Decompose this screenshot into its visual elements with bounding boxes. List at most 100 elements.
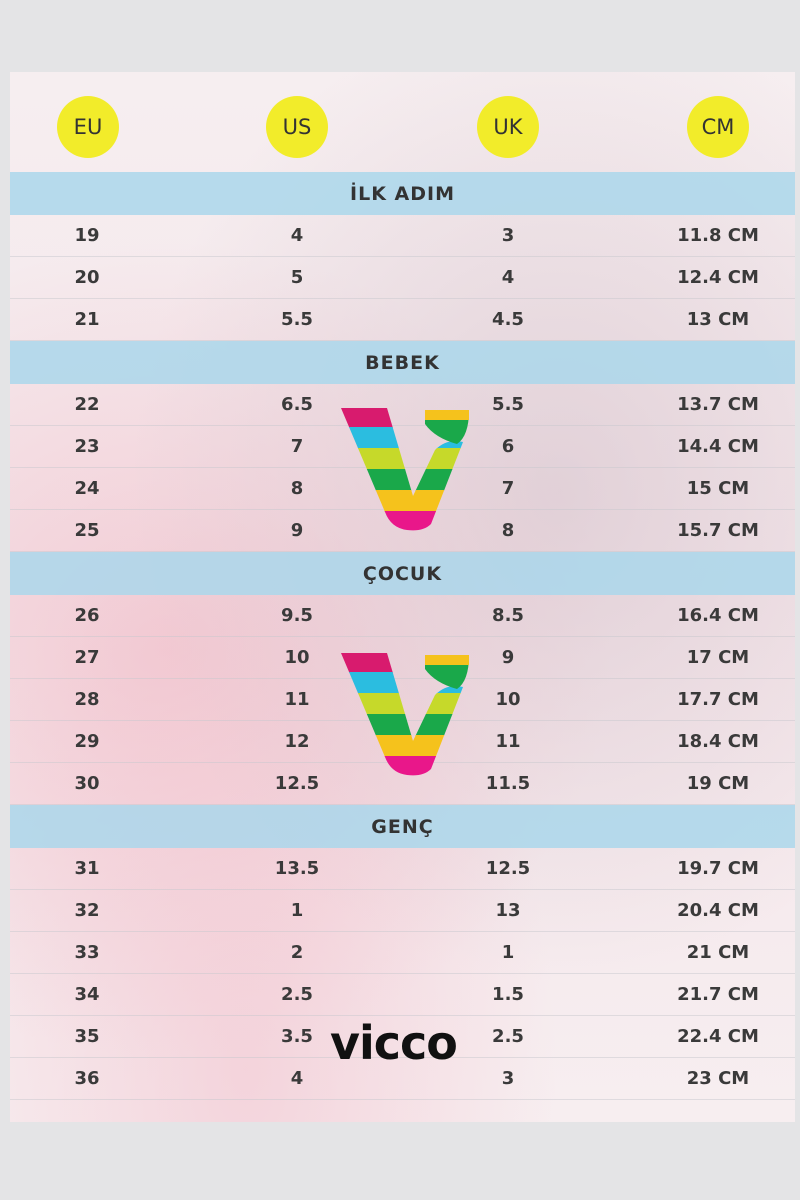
size-uk: 1 <box>501 942 515 963</box>
size-cm: 19.7 CM <box>677 858 759 879</box>
size-eu: 23 <box>74 436 100 457</box>
size-us: 12.5 <box>274 773 320 794</box>
size-uk: 1.5 <box>492 984 524 1005</box>
size-eu: 30 <box>74 773 100 794</box>
size-us: 10 <box>284 647 310 668</box>
table-row: 33 2 1 21 CM <box>10 932 795 974</box>
size-uk: 8.5 <box>492 605 524 626</box>
size-cm: 23 CM <box>686 1068 750 1089</box>
size-cm: 13 CM <box>686 309 750 330</box>
size-us: 11 <box>284 689 310 710</box>
size-table: İLK ADIM 19 4 3 11.8 CM 20 5 4 12.4 CM 21 5.5 4.5 13… <box>10 172 795 1100</box>
size-cm: 17 CM <box>686 647 750 668</box>
logo-stripe <box>341 511 463 531</box>
table-row: 20 5 4 12.4 CM <box>10 257 795 299</box>
size-us: 9.5 <box>281 605 313 626</box>
size-eu: 22 <box>74 394 100 415</box>
size-cm: 17.7 CM <box>677 689 759 710</box>
table-row: 19 4 3 11.8 CM <box>10 215 795 257</box>
size-eu: 25 <box>74 520 100 541</box>
section-header: GENÇ <box>10 805 795 848</box>
size-us: 2 <box>290 942 304 963</box>
table-row: 22 6.5 5.5 13.7 CM <box>10 384 795 426</box>
size-us: 5.5 <box>281 309 313 330</box>
size-us: 2.5 <box>281 984 313 1005</box>
header-us: US <box>266 96 328 158</box>
header-cm: CM <box>687 96 749 158</box>
size-eu: 35 <box>74 1026 100 1047</box>
logo-stripe <box>341 714 463 736</box>
size-eu: 28 <box>74 689 100 710</box>
size-cm: 22.4 CM <box>677 1026 759 1047</box>
size-eu: 29 <box>74 731 100 752</box>
size-eu: 19 <box>74 225 100 246</box>
size-us: 4 <box>290 1068 304 1089</box>
vicco-v-logo-icon <box>341 653 469 776</box>
size-cm: 15 CM <box>686 478 750 499</box>
table-row: 30 12.5 11.5 19 CM <box>10 763 795 805</box>
size-us: 8 <box>290 478 304 499</box>
size-uk: 3 <box>501 1068 515 1089</box>
logo-stripe <box>341 490 463 512</box>
table-row: 32 1 13 20.4 CM <box>10 890 795 932</box>
header-uk: UK <box>477 96 539 158</box>
table-row: 25 9 8 15.7 CM <box>10 510 795 552</box>
size-eu: 34 <box>74 984 100 1005</box>
table-row: 36 4 3 23 CM <box>10 1058 795 1100</box>
size-us: 13.5 <box>274 858 320 879</box>
table-row: 35 3.5 2.5 22.4 CM <box>10 1016 795 1058</box>
size-cm: 21 CM <box>686 942 750 963</box>
size-cm: 15.7 CM <box>677 520 759 541</box>
size-cm: 12.4 CM <box>677 267 759 288</box>
size-cm: 11.8 CM <box>677 225 759 246</box>
size-eu: 31 <box>74 858 100 879</box>
size-cm: 13.7 CM <box>677 394 759 415</box>
size-eu: 20 <box>74 267 100 288</box>
size-eu: 32 <box>74 900 100 921</box>
size-eu: 27 <box>74 647 100 668</box>
size-cm: 21.7 CM <box>677 984 759 1005</box>
size-uk: 5.5 <box>492 394 524 415</box>
size-uk: 13 <box>495 900 521 921</box>
size-cm: 19 CM <box>686 773 750 794</box>
logo-stripe <box>341 693 463 715</box>
size-uk: 4 <box>501 267 515 288</box>
size-uk: 10 <box>495 689 521 710</box>
table-row: 31 13.5 12.5 19.7 CM <box>10 848 795 890</box>
size-cm: 20.4 CM <box>677 900 759 921</box>
brand-wordmark: vicco <box>330 1016 458 1070</box>
section-header: BEBEK <box>10 341 795 384</box>
size-us: 4 <box>290 225 304 246</box>
size-uk: 11 <box>495 731 521 752</box>
size-cm: 16.4 CM <box>677 605 759 626</box>
size-uk: 11.5 <box>485 773 531 794</box>
size-eu: 26 <box>74 605 100 626</box>
size-us: 9 <box>290 520 304 541</box>
size-eu: 21 <box>74 309 100 330</box>
size-us: 3.5 <box>281 1026 313 1047</box>
size-us: 5 <box>290 267 304 288</box>
size-cm: 14.4 CM <box>677 436 759 457</box>
size-uk: 2.5 <box>492 1026 524 1047</box>
table-row: 34 2.5 1.5 21.7 CM <box>10 974 795 1016</box>
size-us: 6.5 <box>281 394 313 415</box>
table-row: 27 10 9 17 CM <box>10 637 795 679</box>
size-eu: 24 <box>74 478 100 499</box>
header-eu: EU <box>57 96 119 158</box>
logo-stripe <box>341 735 463 757</box>
table-row: 26 9.5 8.5 16.4 CM <box>10 595 795 637</box>
logo-stripe <box>341 756 463 776</box>
vicco-v-logo-icon <box>341 408 469 531</box>
size-uk: 7 <box>501 478 515 499</box>
size-cm: 18.4 CM <box>677 731 759 752</box>
size-uk: 6 <box>501 436 515 457</box>
logo-stripe <box>341 469 463 491</box>
size-uk: 12.5 <box>485 858 531 879</box>
section-header: İLK ADIM <box>10 172 795 215</box>
section-header: ÇOCUK <box>10 552 795 595</box>
size-uk: 9 <box>501 647 515 668</box>
size-uk: 4.5 <box>492 309 524 330</box>
size-eu: 33 <box>74 942 100 963</box>
size-us: 12 <box>284 731 310 752</box>
size-us: 1 <box>290 900 304 921</box>
